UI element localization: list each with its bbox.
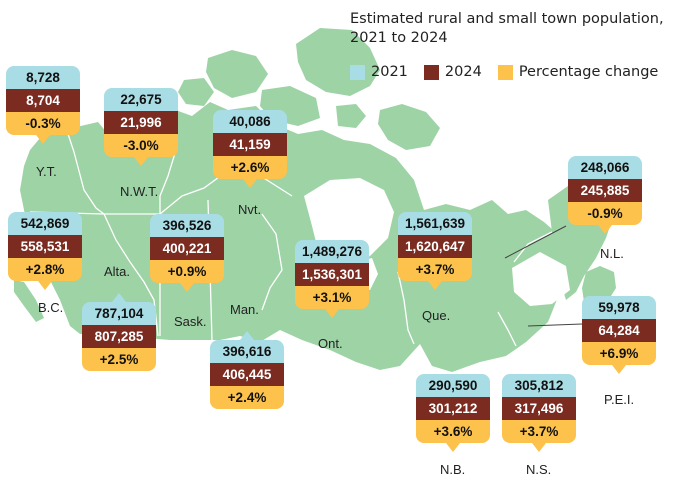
value-2024: 21,996 [104, 111, 178, 134]
callout-sask: 396,526 400,221 +0.9% [150, 214, 224, 292]
value-change: +2.4% [210, 386, 284, 409]
legend-label-2021: 2021 [371, 64, 408, 80]
value-change: -0.9% [568, 202, 642, 225]
callout-pointer [598, 225, 612, 234]
callout-que: 1,561,639 1,620,647 +3.7% [398, 212, 472, 290]
callout-pei: 59,978 64,284 +6.9% [582, 296, 656, 374]
callout-alta: 787,104 807,285 +2.5% [82, 293, 156, 371]
mainland-landmass [20, 102, 566, 372]
region-label-pei: P.E.I. [604, 392, 635, 407]
region-label-nl: N.L. [600, 246, 624, 261]
value-change: +3.7% [398, 258, 472, 281]
callout-pointer [243, 179, 257, 188]
value-2021: 542,869 [8, 212, 82, 235]
value-2021: 305,812 [502, 374, 576, 397]
region-label-bc: B.C. [38, 300, 64, 315]
callout-nl: 248,066 245,885 -0.9% [568, 156, 642, 234]
region-label-yt: Y.T. [36, 164, 57, 179]
legend: 2021 2024 Percentage change [350, 64, 674, 80]
legend-swatch-percentage-change [497, 64, 513, 80]
arctic-island [206, 50, 268, 98]
leader-lines [504, 225, 583, 327]
callout-pointer [532, 443, 546, 452]
callout-yt: 8,728 8,704 -0.3% [6, 66, 80, 144]
region-label-alta: Alta. [104, 264, 131, 279]
value-2024: 1,536,301 [295, 263, 369, 286]
value-change: +2.5% [82, 348, 156, 371]
value-2021: 396,616 [210, 340, 284, 363]
legend-label-2024: 2024 [444, 64, 482, 80]
callout-pointer [36, 135, 50, 144]
value-2021: 396,526 [150, 214, 224, 237]
value-2024: 317,496 [502, 397, 576, 420]
value-change: +3.7% [502, 420, 576, 443]
value-2024: 406,445 [210, 363, 284, 386]
callout-pointer [112, 293, 126, 302]
value-2021: 40,086 [213, 110, 287, 133]
value-2021: 787,104 [82, 302, 156, 325]
callout-pointer [180, 283, 194, 292]
region-label-nwt: N.W.T. [120, 184, 159, 199]
value-change: +0.9% [150, 260, 224, 283]
value-2024: 8,704 [6, 89, 80, 112]
value-change: +2.6% [213, 156, 287, 179]
value-2021: 1,489,276 [295, 240, 369, 263]
value-change: +3.1% [295, 286, 369, 309]
legend-label-percentage-change: Percentage change [518, 64, 659, 80]
value-change: +2.8% [8, 258, 82, 281]
callout-ont: 1,489,276 1,536,301 +3.1% [295, 240, 369, 318]
callout-pointer [325, 309, 339, 318]
callout-pointer [428, 281, 442, 290]
legend-swatch-2021 [350, 64, 365, 80]
region-label-que: Que. [422, 308, 451, 323]
callout-nvt: 40,086 41,159 +2.6% [213, 110, 287, 188]
arctic-island [178, 78, 214, 106]
value-2021: 1,561,639 [398, 212, 472, 235]
arctic-island [336, 104, 366, 128]
value-2021: 59,978 [582, 296, 656, 319]
region-label-sask: Sask. [174, 314, 207, 329]
value-2024: 245,885 [568, 179, 642, 202]
region-label-man: Man. [230, 302, 259, 317]
value-2024: 807,285 [82, 325, 156, 348]
callout-man: 396,616 406,445 +2.4% [210, 331, 284, 409]
callout-nb: 290,590 301,212 +3.6% [416, 374, 490, 452]
callout-pointer [612, 365, 626, 374]
vancouver-island [14, 280, 44, 322]
legend-swatch-2024 [423, 64, 439, 80]
value-change: -0.3% [6, 112, 80, 135]
value-2024: 400,221 [150, 237, 224, 260]
value-2024: 64,284 [582, 319, 656, 342]
region-label-nb: N.B. [440, 462, 466, 477]
gulf-st-lawrence [512, 252, 570, 306]
value-2021: 248,066 [568, 156, 642, 179]
region-label-ont: Ont. [318, 336, 343, 351]
value-change: -3.0% [104, 134, 178, 157]
value-2024: 301,212 [416, 397, 490, 420]
value-change: +6.9% [582, 342, 656, 365]
callout-nwt: 22,675 21,996 -3.0% [104, 88, 178, 166]
region-label-ns: N.S. [526, 462, 552, 477]
callout-pointer [134, 157, 148, 166]
value-2021: 22,675 [104, 88, 178, 111]
arctic-island [378, 104, 440, 150]
value-2021: 290,590 [416, 374, 490, 397]
callout-pointer [446, 443, 460, 452]
callout-bc: 542,869 558,531 +2.8% [8, 212, 82, 290]
callout-ns: 305,812 317,496 +3.7% [502, 374, 576, 452]
callout-pointer [240, 331, 254, 340]
region-label-nvt: Nvt. [238, 202, 262, 217]
value-2024: 41,159 [213, 133, 287, 156]
value-2024: 1,620,647 [398, 235, 472, 258]
chart-title: Estimated rural and small town populatio… [350, 11, 664, 46]
value-2021: 8,728 [6, 66, 80, 89]
value-change: +3.6% [416, 420, 490, 443]
callout-pointer [38, 281, 52, 290]
value-2024: 558,531 [8, 235, 82, 258]
